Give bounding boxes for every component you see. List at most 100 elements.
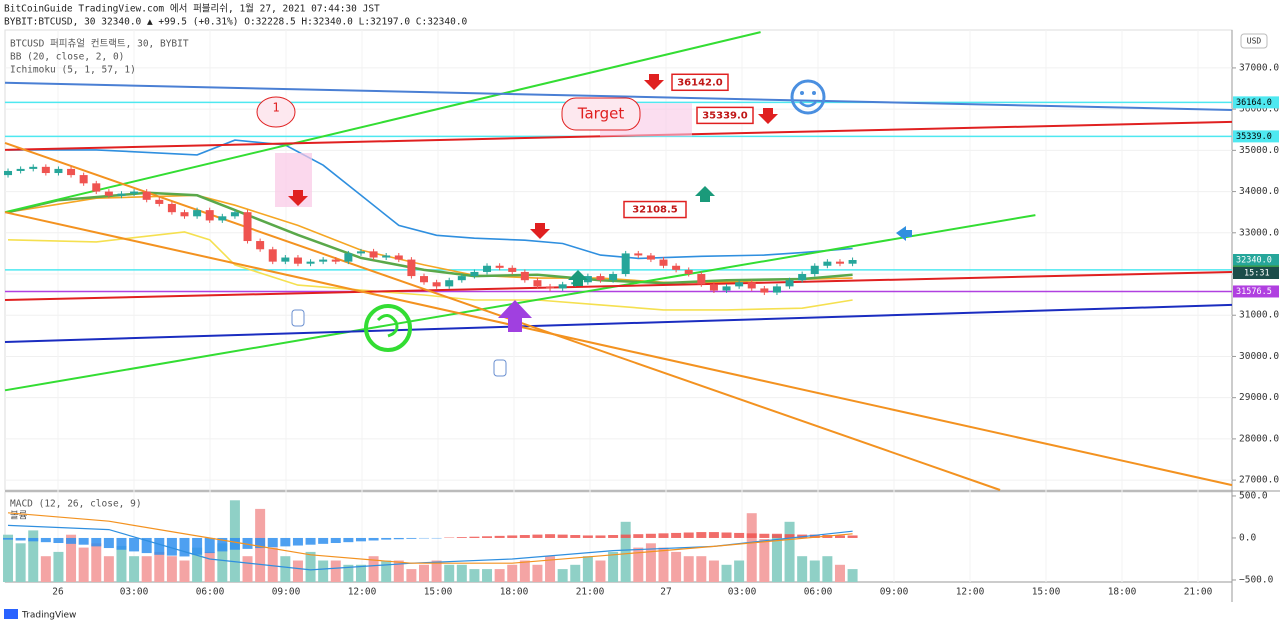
candle-body — [823, 261, 832, 266]
histogram-bar — [708, 532, 719, 538]
arrow-up — [498, 300, 532, 332]
volume-bar — [179, 560, 190, 582]
header-line: BitCoinGuide TradingView.com 에서 퍼블리쉬, 1월… — [4, 3, 380, 15]
histogram-bar — [809, 534, 820, 538]
candle-body — [293, 257, 302, 264]
line — [8, 139, 853, 260]
line — [4, 211, 1233, 487]
candle-body — [659, 259, 668, 266]
y-tick-label: −500.0 — [1239, 574, 1274, 585]
plot-layer: 37000.036000.035000.034000.033000.032000… — [3, 30, 1279, 598]
candle-body — [445, 280, 454, 287]
volume-bar — [507, 564, 518, 582]
histogram-bar — [242, 537, 253, 549]
volume-bar — [809, 560, 820, 582]
x-tick-label: 09:00 — [880, 587, 909, 598]
histogram-bar — [305, 537, 316, 545]
candle-body — [356, 251, 365, 254]
candle-body — [697, 274, 706, 285]
candle-body — [243, 212, 252, 242]
volume-bar — [469, 569, 480, 582]
histogram-bar — [66, 537, 77, 544]
volume-bar — [595, 560, 606, 582]
volume-bar — [292, 560, 303, 582]
histogram-bar — [78, 537, 89, 545]
histogram-bar — [204, 537, 215, 554]
line — [4, 81, 1233, 111]
volume-bar — [330, 560, 341, 582]
histogram-bar — [671, 532, 682, 538]
candle-body — [457, 276, 466, 281]
candle-body — [41, 166, 50, 174]
y-tick-label: 36000.0 — [1239, 104, 1279, 115]
volume-bar — [204, 551, 215, 582]
volume-bar — [355, 564, 366, 582]
histogram-bar — [330, 537, 341, 544]
histogram-bar — [40, 537, 51, 543]
candle-body — [760, 288, 769, 293]
y-tick-label: 34000.0 — [1239, 186, 1279, 197]
price-callout-text: 32108.5 — [632, 205, 678, 216]
candle-body — [281, 257, 290, 262]
volume-bar — [494, 569, 505, 582]
arrow-up — [568, 270, 588, 286]
candle-body — [54, 168, 63, 174]
candle-body — [772, 286, 781, 293]
histogram-bar — [154, 537, 165, 555]
volume-bar — [620, 521, 631, 582]
histogram-bar — [545, 534, 556, 538]
line — [7, 231, 853, 311]
legend-entry: Ichimoku (5, 1, 57, 1) — [10, 65, 136, 76]
volume-bar — [545, 556, 556, 582]
histogram-bar — [116, 537, 127, 550]
price-label: 31576.5 — [1236, 287, 1272, 297]
candle-body — [483, 265, 492, 272]
x-tick-label: 03:00 — [728, 587, 757, 598]
y-tick-label: 0.0 — [1239, 532, 1256, 543]
histogram-bar — [658, 533, 669, 538]
x-tick-label: 21:00 — [1184, 587, 1213, 598]
histogram-bar — [746, 533, 757, 538]
histogram-bar — [229, 537, 240, 550]
target-bubble — [561, 97, 641, 131]
volume-bar — [759, 539, 770, 582]
smiley-eye — [800, 91, 804, 95]
volume-bar — [482, 569, 493, 582]
currency-box[interactable] — [1240, 33, 1268, 49]
volume-bar — [696, 556, 707, 582]
candle-body — [735, 282, 744, 287]
candle-body — [558, 284, 567, 289]
histogram-bar — [355, 537, 366, 542]
price-callout — [623, 200, 687, 219]
histogram-bar — [734, 532, 745, 538]
volume-bar — [103, 556, 114, 582]
candle-body — [92, 183, 101, 192]
volume-bar — [847, 569, 858, 582]
line — [7, 191, 853, 285]
candle-body — [331, 259, 340, 262]
volume-bar — [519, 560, 530, 582]
y-tick-label: 31000.0 — [1239, 310, 1279, 321]
candle-body — [709, 284, 718, 291]
x-tick-label: 03:00 — [120, 587, 149, 598]
swirl — [364, 304, 412, 352]
histogram-bar — [368, 537, 379, 541]
histogram-bar — [280, 537, 291, 547]
histogram-bar — [847, 535, 858, 538]
histogram-bar — [620, 534, 631, 538]
candle-body — [142, 191, 151, 200]
price-callout — [671, 73, 729, 92]
x-tick-label: 26 — [52, 587, 64, 598]
histogram-bar — [53, 537, 64, 544]
price-callout-text: 35339.0 — [702, 110, 748, 121]
histogram-bar — [834, 535, 845, 538]
volume-bar — [28, 530, 39, 582]
histogram-bar — [393, 537, 404, 540]
candle-body — [230, 212, 239, 217]
candle-body — [533, 280, 542, 287]
candle-body — [29, 166, 38, 169]
hand-icon — [291, 309, 305, 327]
volume-bar — [3, 534, 14, 582]
candle-body — [785, 280, 794, 287]
candle-body — [104, 191, 113, 196]
